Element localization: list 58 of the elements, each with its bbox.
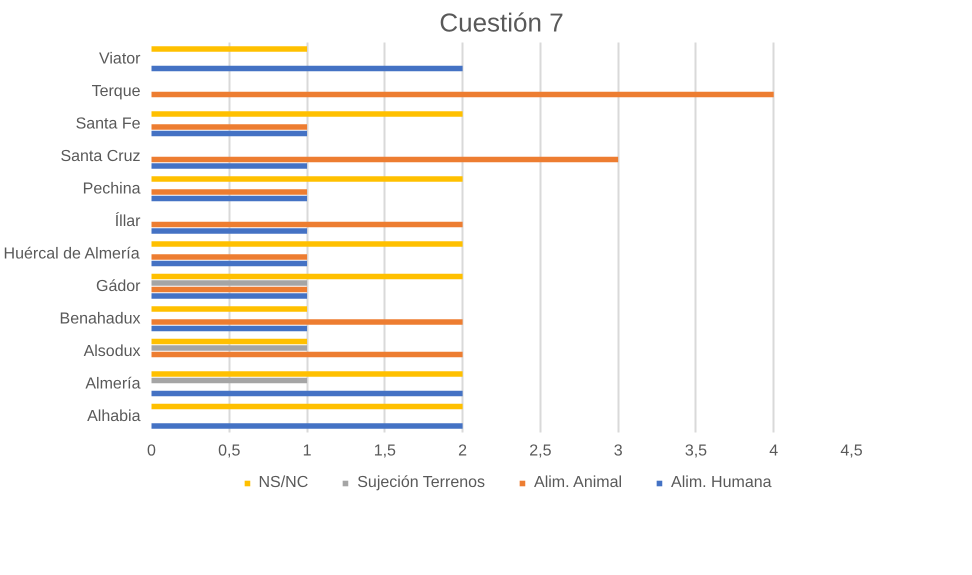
bar [152,46,308,52]
bar [152,241,463,247]
x-tick-label: 1 [302,442,312,460]
x-tick-label: 2 [458,442,468,460]
bar [152,280,308,286]
bar [152,156,618,162]
bar [152,176,463,182]
legend-label: Alim. Animal [534,474,622,492]
legend-label: NS/NC [258,474,308,492]
bar [152,338,308,344]
bar [152,196,308,202]
bar [152,293,308,299]
chart-title: Cuestión 7 [439,8,564,38]
bar [152,92,774,98]
bar [152,124,308,130]
x-tick-label: 3 [614,442,623,460]
bar [152,423,463,429]
bar [152,390,463,396]
y-tick-label: Alsodux [84,342,140,360]
x-tick-label: 3,5 [684,442,708,460]
bar [152,274,463,280]
y-tick-label: Íllar [114,212,142,230]
x-tick-label: 2,5 [529,442,552,460]
legend-label: Sujeción Terrenos [357,474,486,492]
bar [152,228,308,234]
y-tick-label: Huércal de Almería [4,245,140,262]
bar [152,260,308,266]
y-tick-label: Pechina [82,180,141,198]
y-tick-label: Gádor [96,278,142,295]
bar [152,66,463,72]
y-tick-label: Santa Fe [76,115,141,132]
legend-label: Alim. Humana [671,474,772,492]
bar [152,111,463,117]
y-tick-label: Santa Cruz [60,148,141,165]
bar [152,306,308,312]
y-tick-label: Almería [85,375,141,392]
x-tick-label: 0,5 [218,442,240,460]
bar [152,163,308,169]
bar [152,254,308,260]
bar [152,286,308,292]
bar [152,130,308,136]
x-tick-label: 4 [769,442,778,460]
bar [152,378,308,384]
y-tick-label: Alhabia [87,408,141,425]
bar [152,189,308,195]
bar [152,345,308,351]
x-tick-label: 4,5 [840,442,863,460]
bar [152,404,463,410]
x-tick-label: 0 [147,442,156,460]
y-tick-label: Terque [92,82,141,100]
bar [152,319,463,325]
bar [152,352,463,358]
bar [152,326,308,332]
bar [152,371,463,377]
y-tick-label: Viator [98,50,142,68]
x-tick-label: 1,5 [374,442,396,460]
y-tick-label: Benahadux [60,310,141,328]
bar [152,222,463,228]
